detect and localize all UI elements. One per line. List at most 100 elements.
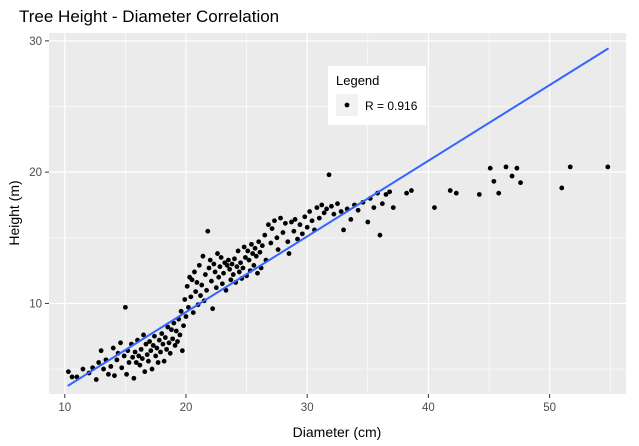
data-point: [255, 270, 260, 276]
data-point: [605, 164, 611, 170]
data-point: [476, 192, 482, 197]
data-point: [292, 217, 298, 222]
data-point: [170, 336, 176, 342]
data-point: [348, 217, 354, 222]
data-point: [158, 349, 163, 355]
data-point: [371, 205, 377, 210]
data-point: [299, 231, 305, 237]
data-point: [387, 189, 393, 195]
data-point: [559, 185, 565, 191]
data-point: [105, 371, 111, 377]
data-point: [278, 215, 283, 221]
data-point: [272, 218, 277, 224]
data-point: [238, 260, 243, 266]
y-tick-label: 30: [29, 36, 42, 48]
data-point: [194, 280, 200, 285]
data-point: [240, 265, 246, 271]
data-point: [153, 353, 159, 359]
data-point: [98, 348, 104, 354]
data-point: [256, 239, 262, 245]
data-point: [302, 214, 308, 220]
data-point: [126, 360, 132, 365]
data-point: [205, 228, 211, 234]
data-point: [295, 236, 300, 242]
data-point: [286, 251, 292, 256]
data-point: [178, 308, 184, 314]
y-tick-label: 10: [29, 298, 42, 310]
data-point: [210, 306, 216, 312]
data-point: [74, 374, 80, 380]
data-point: [202, 272, 208, 277]
legend-title: Legend: [336, 73, 379, 88]
data-point: [130, 354, 136, 360]
data-point: [219, 281, 225, 287]
data-point: [229, 261, 235, 267]
data-point: [218, 255, 224, 260]
data-point: [251, 262, 257, 268]
data-point: [319, 202, 325, 208]
data-point: [188, 294, 194, 300]
data-point: [119, 365, 125, 371]
data-point: [453, 190, 459, 196]
data-point: [190, 310, 196, 316]
data-point: [316, 215, 322, 221]
data-point: [226, 257, 231, 263]
data-point: [96, 360, 102, 365]
data-point: [230, 272, 236, 277]
x-axis-title: Diameter (cm): [293, 424, 382, 440]
data-point: [390, 205, 396, 210]
data-point: [150, 343, 156, 348]
data-point: [156, 337, 162, 343]
data-point: [409, 188, 414, 193]
data-point: [355, 207, 361, 213]
x-tick-label: 50: [543, 402, 556, 414]
data-point: [383, 192, 389, 197]
data-point: [93, 377, 99, 382]
data-point: [152, 333, 157, 339]
data-point: [159, 331, 165, 337]
data-point: [160, 341, 166, 347]
data-point: [108, 364, 114, 369]
data-point: [241, 244, 247, 250]
data-point: [121, 353, 127, 359]
data-point: [118, 340, 123, 346]
data-point: [496, 190, 502, 196]
data-point: [236, 269, 242, 275]
data-point: [154, 345, 160, 351]
data-point: [262, 232, 268, 238]
data-point: [215, 251, 220, 256]
legend-entry-label: R = 0.916: [365, 99, 418, 113]
data-point: [280, 230, 286, 235]
data-point: [132, 349, 138, 355]
data-point: [329, 203, 334, 209]
y-axis-title: Height (m): [6, 180, 22, 245]
data-point: [223, 287, 229, 293]
data-point: [211, 261, 217, 267]
data-point: [139, 356, 145, 361]
data-point: [173, 328, 179, 334]
data-point: [275, 247, 281, 253]
data-point: [224, 262, 230, 268]
data-point: [257, 249, 263, 255]
data-point: [179, 348, 185, 354]
data-point: [155, 360, 161, 365]
data-point: [80, 366, 86, 372]
x-tick-label: 10: [58, 402, 71, 414]
data-point: [196, 262, 202, 268]
data-point: [232, 256, 237, 262]
data-point: [184, 283, 190, 289]
data-point: [148, 348, 154, 354]
data-point: [518, 180, 523, 186]
data-point: [161, 358, 167, 364]
data-point: [182, 297, 188, 302]
data-point: [309, 218, 315, 224]
data-point: [227, 266, 233, 272]
data-point: [144, 352, 150, 358]
data-point: [246, 257, 252, 263]
data-point: [206, 265, 212, 271]
data-point: [228, 277, 234, 283]
data-point: [133, 360, 139, 365]
data-point: [314, 205, 320, 210]
data-point: [282, 220, 288, 226]
